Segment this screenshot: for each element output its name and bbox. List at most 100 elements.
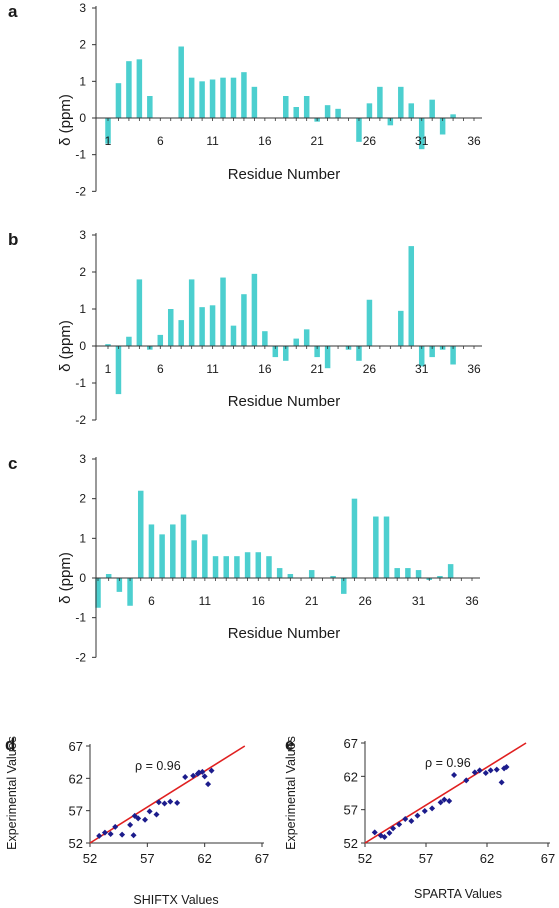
panel-letter: d — [5, 735, 15, 754]
bar-residue-4 — [136, 279, 143, 346]
bar-residue-27 — [377, 86, 383, 118]
bar-residue-6 — [157, 334, 164, 346]
data-point — [402, 816, 409, 822]
bar-residue-33 — [439, 118, 446, 135]
bar-residue-3 — [116, 578, 123, 592]
bar-residue-34 — [450, 346, 456, 365]
y-tick-label: -1 — [75, 148, 86, 162]
y-axis-title: δ (ppm) — [57, 552, 74, 604]
data-point — [205, 781, 212, 788]
bar-residue-20 — [303, 329, 310, 346]
x-tick-label: 21 — [310, 362, 324, 376]
data-point — [101, 829, 108, 836]
bar-residue-15 — [244, 552, 251, 578]
x-tick-label: 16 — [258, 134, 272, 148]
x-tick-label: 1 — [105, 134, 112, 148]
bar-residue-18 — [283, 346, 289, 361]
bar-residue-22 — [324, 346, 331, 369]
x-tick-label: 62 — [197, 851, 211, 866]
data-point — [414, 812, 421, 819]
x-tick-label: 36 — [467, 134, 481, 148]
x-tick-label: 21 — [310, 134, 324, 148]
x-axis-title: Residue Number — [228, 166, 341, 183]
panel-letter: e — [285, 735, 294, 754]
y-tick-label: 3 — [79, 1, 86, 15]
data-point — [195, 769, 202, 776]
bar-residue-30 — [405, 568, 411, 578]
data-point — [463, 777, 470, 784]
data-point — [471, 769, 478, 776]
x-tick-label: 67 — [255, 851, 269, 866]
bar-residue-17 — [272, 346, 279, 358]
bar-residue-34 — [450, 114, 456, 118]
rho-annotation: ρ = 0.96 — [425, 756, 471, 770]
bar-residue-27 — [373, 516, 379, 578]
panel-letter: b — [8, 230, 18, 249]
y-tick-label: -1 — [75, 376, 86, 390]
x-tick-label: 16 — [252, 594, 266, 608]
x-tick-label: 57 — [140, 851, 154, 866]
bar-residue-21 — [314, 346, 320, 358]
fit-line — [364, 742, 527, 844]
y-tick-label: 67 — [69, 739, 83, 754]
bar-residue-31 — [415, 570, 422, 578]
data-point — [429, 805, 436, 812]
data-point — [96, 832, 103, 839]
bar-residue-32 — [429, 346, 435, 358]
bar-residue-4 — [127, 578, 133, 606]
data-point — [208, 767, 215, 774]
bar-residue-30 — [408, 246, 415, 346]
data-point — [130, 832, 137, 839]
x-tick-label: 11 — [199, 594, 212, 608]
y-tick-label: 2 — [79, 492, 86, 506]
data-point — [201, 773, 208, 780]
bar-residue-12 — [220, 77, 226, 118]
data-point — [127, 821, 134, 828]
bar-residue-4 — [136, 59, 143, 118]
x-axis-title: SPARTA Values — [414, 887, 502, 901]
bar-residue-31 — [418, 118, 425, 150]
x-tick-label: 26 — [363, 134, 377, 148]
bar-residue-11 — [202, 534, 208, 578]
bar-residue-23 — [335, 108, 341, 118]
data-point — [107, 830, 114, 837]
x-tick-label: 67 — [541, 851, 555, 866]
data-point — [146, 808, 153, 815]
y-tick-label: 0 — [79, 111, 86, 125]
y-tick-label: 62 — [344, 769, 358, 784]
x-tick-label: 31 — [415, 362, 429, 376]
bar-residue-11 — [209, 79, 216, 118]
bar-residue-10 — [191, 540, 197, 578]
x-tick-label: 16 — [258, 362, 272, 376]
bar-residue-19 — [287, 574, 294, 578]
x-tick-label: 6 — [157, 362, 164, 376]
data-point — [446, 798, 453, 804]
y-tick-label: 1 — [79, 531, 86, 545]
y-tick-label: 57 — [344, 803, 358, 818]
bar-residue-7 — [167, 309, 174, 346]
data-point — [190, 772, 197, 779]
bar-residue-34 — [447, 564, 454, 578]
bar-residue-8 — [170, 524, 176, 578]
bar-residue-29 — [394, 568, 400, 578]
data-point — [441, 796, 448, 803]
bar-residue-9 — [180, 514, 187, 578]
bar-residue-9 — [188, 77, 195, 118]
data-point — [386, 830, 393, 836]
bar-residue-13 — [223, 556, 229, 578]
x-tick-label: 36 — [467, 362, 481, 376]
data-point — [371, 829, 378, 836]
y-tick-label: -2 — [75, 413, 86, 427]
y-tick-label: 2 — [79, 38, 86, 52]
bar-residue-5 — [137, 490, 144, 578]
bar-residue-3 — [126, 61, 132, 118]
x-axis-title: Residue Number — [228, 625, 341, 642]
bar-residue-16 — [255, 552, 262, 578]
y-axis-title: δ (ppm) — [57, 94, 74, 146]
data-point — [487, 767, 494, 774]
bar-residue-10 — [199, 307, 205, 346]
x-tick-label: 6 — [157, 134, 164, 148]
bar-residue-26 — [366, 103, 373, 118]
